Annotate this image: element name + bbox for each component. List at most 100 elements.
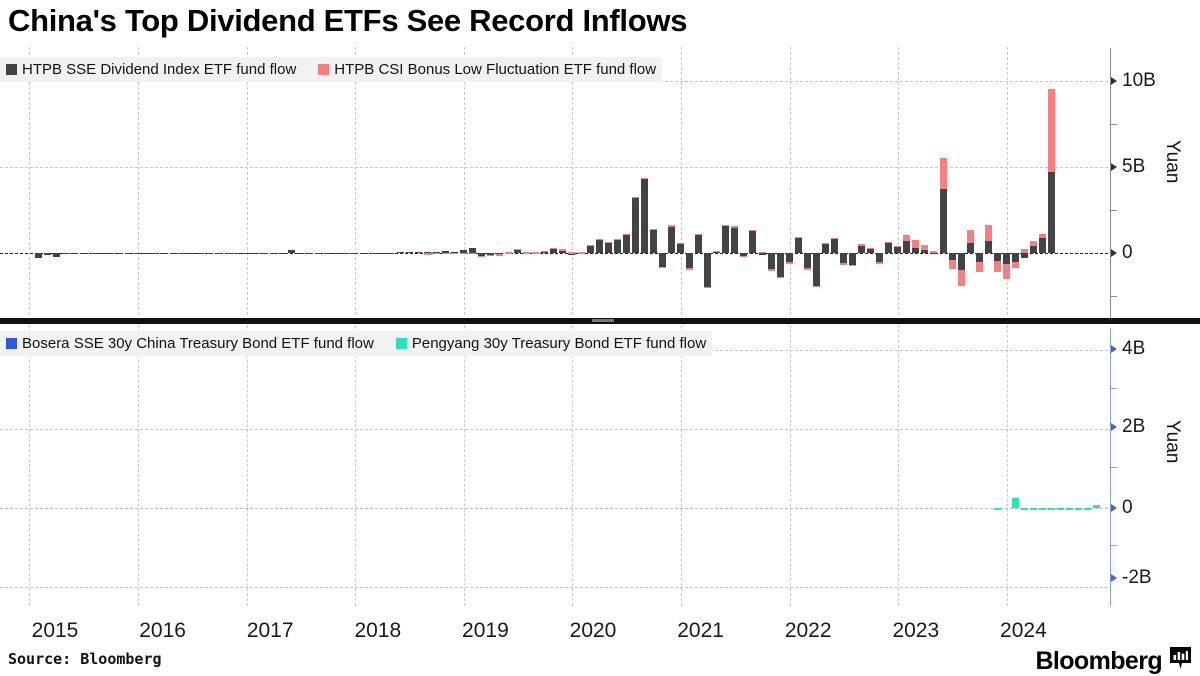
legend-swatch-blue: [6, 338, 17, 349]
bar-segment: [62, 253, 69, 254]
bar-segment: [1075, 508, 1082, 510]
bar-segment: [632, 197, 639, 198]
bar-segment: [722, 225, 729, 226]
gridline-vertical: [355, 325, 356, 606]
y-axis-minor-tick: [1111, 296, 1117, 297]
bar-segment: [1066, 508, 1073, 510]
gridline-vertical: [898, 47, 899, 315]
bar-segment: [903, 235, 910, 241]
bar-segment: [460, 253, 467, 254]
panel-separator-handle[interactable]: [592, 319, 614, 322]
bar-segment: [496, 254, 503, 255]
bar-segment: [107, 253, 114, 254]
bar-segment: [143, 253, 150, 254]
bar-segment: [804, 253, 811, 268]
bar-segment: [98, 253, 105, 254]
bar-segment: [940, 189, 947, 253]
bar-segment: [505, 252, 512, 253]
x-axis-tick-label: 2017: [247, 620, 294, 641]
bar-segment: [523, 252, 530, 253]
x-axis-tick-label: 2024: [1000, 620, 1047, 641]
bottom-chart-panel: [0, 325, 1108, 606]
bar-segment: [1021, 253, 1028, 258]
bar-segment: [822, 244, 829, 253]
bar-segment: [170, 253, 177, 254]
source-note: Source: Bloomberg: [8, 650, 162, 668]
bar-segment: [949, 253, 956, 260]
gridline-vertical: [790, 325, 791, 606]
bar-segment: [424, 253, 431, 255]
bar-segment: [777, 253, 784, 277]
bar-segment: [903, 241, 910, 253]
y-axis-tick-label: 0: [1122, 498, 1133, 517]
bar-segment: [831, 238, 838, 253]
legend-label: HTPB SSE Dividend Index ETF fund flow: [22, 62, 296, 77]
bar-segment: [514, 249, 521, 250]
gridline-vertical: [247, 47, 248, 315]
x-axis-tick-label: 2016: [139, 620, 186, 641]
bar-segment: [795, 237, 802, 238]
bar-segment: [397, 252, 404, 253]
x-axis-tick-label: 2020: [570, 620, 617, 641]
bar-segment: [659, 267, 666, 268]
bar-segment: [704, 287, 711, 288]
gridline-horizontal: [0, 587, 1108, 588]
bar-segment: [849, 265, 856, 266]
y-axis-minor-tick: [1111, 467, 1117, 468]
x-axis-tick-label: 2021: [677, 620, 724, 641]
bar-segment: [252, 253, 259, 254]
legend-item-bosera-30y[interactable]: Bosera SSE 30y China Treasury Bond ETF f…: [6, 336, 374, 351]
bar-segment: [297, 253, 304, 254]
bar-segment: [930, 251, 937, 253]
bar-segment: [587, 246, 594, 253]
bar-segment: [532, 252, 539, 253]
bar-segment: [1084, 508, 1091, 510]
bar-segment: [1039, 508, 1046, 510]
bar-segment: [179, 253, 186, 254]
gridline-vertical: [138, 325, 139, 606]
legend-swatch-teal: [396, 338, 407, 349]
gridline-vertical: [29, 47, 30, 315]
gridline-vertical: [572, 325, 573, 606]
bar-segment: [695, 234, 702, 235]
x-axis-tick-label: 2023: [892, 620, 939, 641]
gridline-horizontal: [0, 429, 1108, 430]
bar-segment: [578, 252, 585, 253]
legend-item-pengyang-30y[interactable]: Pengyang 30y Treasury Bond ETF fund flow: [396, 336, 706, 351]
bar-segment: [279, 253, 286, 254]
y-axis-tick-label: 10B: [1122, 71, 1156, 90]
bar-segment: [1030, 241, 1037, 246]
gridline-vertical: [681, 47, 682, 315]
bar-segment: [306, 253, 313, 254]
bar-segment: [1003, 253, 1010, 264]
x-axis-tick-label: 2018: [354, 620, 401, 641]
legend-item-htpb-sse-dividend[interactable]: HTPB SSE Dividend Index ETF fund flow: [6, 62, 296, 77]
bar-segment: [722, 225, 729, 253]
bar-segment: [1003, 264, 1010, 279]
bar-segment: [831, 238, 838, 239]
bar-segment: [695, 235, 702, 253]
bar-segment: [731, 226, 738, 227]
gridline-vertical: [1007, 325, 1008, 606]
bar-segment: [1012, 498, 1019, 508]
bar-segment: [270, 253, 277, 254]
bar-segment: [1012, 262, 1019, 268]
x-axis-tick-label: 2019: [462, 620, 509, 641]
gridline-vertical: [29, 325, 30, 606]
gridline-vertical: [898, 325, 899, 606]
bar-segment: [994, 253, 1001, 261]
bar-segment: [840, 253, 847, 263]
bar-segment: [885, 243, 892, 253]
bar-segment: [994, 261, 1001, 272]
y-axis-tick-arrow: [1111, 77, 1117, 85]
legend-item-htpb-csi-bonus[interactable]: HTPB CSI Bonus Low Fluctuation ETF fund …: [318, 62, 656, 77]
bar-segment: [614, 240, 621, 253]
bar-segment: [442, 253, 449, 254]
bar-segment: [1048, 172, 1055, 253]
y-axis-tick-label: 0: [1122, 243, 1133, 262]
bar-segment: [623, 234, 630, 235]
bar-segment: [985, 241, 992, 253]
bar-segment: [713, 251, 720, 252]
legend-bottom: Bosera SSE 30y China Treasury Bond ETF f…: [0, 331, 712, 356]
bar-segment: [976, 253, 983, 262]
